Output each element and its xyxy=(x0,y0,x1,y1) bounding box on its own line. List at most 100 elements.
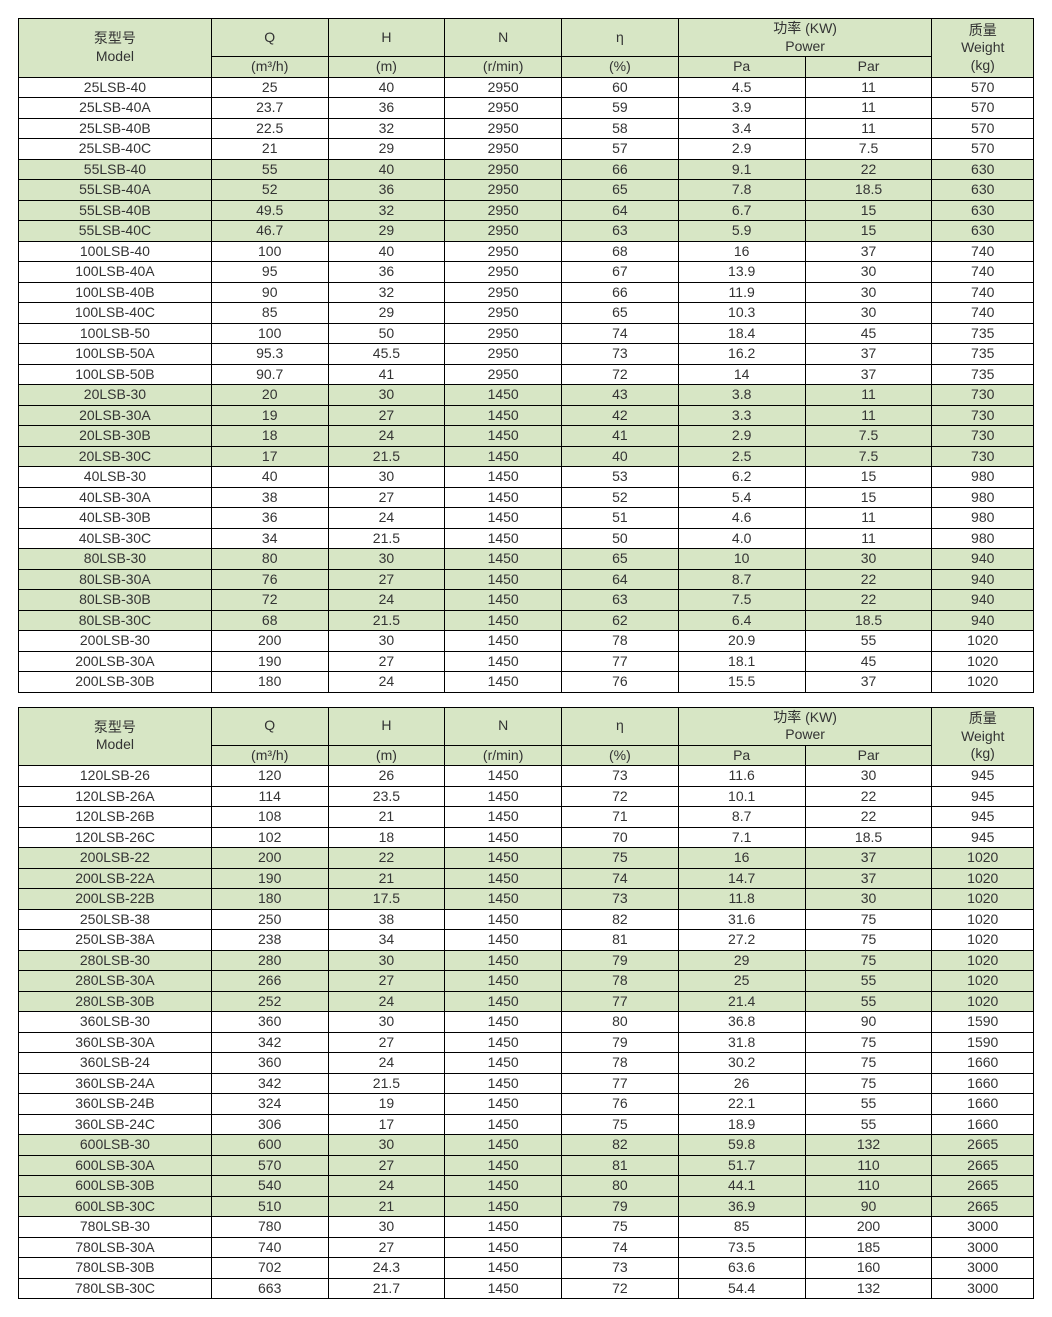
table-row: 25LSB-40C21292950572.97.5570 xyxy=(19,139,1034,160)
cell: 73 xyxy=(562,889,679,910)
cell: 1450 xyxy=(445,446,562,467)
cell: 72 xyxy=(562,1278,679,1299)
hdr-model-cn: 泵型号 xyxy=(94,30,136,46)
cell: 40LSB-30B xyxy=(19,508,212,529)
cell: 120LSB-26B xyxy=(19,807,212,828)
cell: 63 xyxy=(562,590,679,611)
cell: 30 xyxy=(805,262,932,283)
cell: 735 xyxy=(932,344,1034,365)
cell: 7.1 xyxy=(678,827,805,848)
cell: 37 xyxy=(805,868,932,889)
cell: 200LSB-22B xyxy=(19,889,212,910)
cell: 52 xyxy=(562,487,679,508)
cell: 73 xyxy=(562,344,679,365)
table-row: 25LSB-40A23.7362950593.911570 xyxy=(19,98,1034,119)
cell: 1450 xyxy=(445,467,562,488)
table-row: 100LSB-50A95.345.529507316.237735 xyxy=(19,344,1034,365)
cell: 37 xyxy=(805,848,932,869)
cell: 40LSB-30C xyxy=(19,528,212,549)
table-row: 55LSB-4055402950669.122630 xyxy=(19,159,1034,180)
cell: 740 xyxy=(211,1237,328,1258)
cell: 185 xyxy=(805,1237,932,1258)
cell: 30 xyxy=(328,1012,445,1033)
cell: 250 xyxy=(211,909,328,930)
cell: 11 xyxy=(805,98,932,119)
cell: 17 xyxy=(328,1114,445,1135)
cell: 15 xyxy=(805,467,932,488)
cell: 21.5 xyxy=(328,610,445,631)
table-row: 120LSB-26A11423.514507210.122945 xyxy=(19,786,1034,807)
cell: 16 xyxy=(678,241,805,262)
cell: 10.1 xyxy=(678,786,805,807)
cell: 80 xyxy=(562,1176,679,1197)
cell: 200LSB-30B xyxy=(19,672,212,693)
col-unit-eta: (%) xyxy=(562,745,679,766)
cell: 27.2 xyxy=(678,930,805,951)
pump-spec-table: 泵型号 Model Q H N η 功率 (KW) Power 质量 Weigh… xyxy=(18,18,1034,693)
cell: 17.5 xyxy=(328,889,445,910)
cell: 20 xyxy=(211,385,328,406)
table-row: 20LSB-30C1721.51450402.57.5730 xyxy=(19,446,1034,467)
cell: 20LSB-30A xyxy=(19,405,212,426)
cell: 1450 xyxy=(445,1135,562,1156)
cell: 1020 xyxy=(932,651,1034,672)
cell: 945 xyxy=(932,827,1034,848)
cell: 37 xyxy=(805,241,932,262)
cell: 238 xyxy=(211,930,328,951)
cell: 40 xyxy=(328,159,445,180)
table-row: 80LSB-3080301450651030940 xyxy=(19,549,1034,570)
cell: 63.6 xyxy=(678,1258,805,1279)
cell: 55LSB-40B xyxy=(19,200,212,221)
cell: 15 xyxy=(805,200,932,221)
cell: 22 xyxy=(805,590,932,611)
cell: 75 xyxy=(562,1114,679,1135)
cell: 45 xyxy=(805,323,932,344)
table-row: 25LSB-40B22.5322950583.411570 xyxy=(19,118,1034,139)
cell: 82 xyxy=(562,1135,679,1156)
cell: 31.6 xyxy=(678,909,805,930)
cell: 1450 xyxy=(445,848,562,869)
cell: 22.1 xyxy=(678,1094,805,1115)
cell: 1450 xyxy=(445,426,562,447)
table-row: 100LSB-40C852929506510.330740 xyxy=(19,303,1034,324)
table-row: 100LSB-501005029507418.445735 xyxy=(19,323,1034,344)
cell: 2665 xyxy=(932,1135,1034,1156)
cell: 1450 xyxy=(445,909,562,930)
cell: 570 xyxy=(932,139,1034,160)
cell: 3000 xyxy=(932,1278,1034,1299)
table-row: 55LSB-40C46.7292950635.915630 xyxy=(19,221,1034,242)
cell: 2950 xyxy=(445,364,562,385)
cell: 79 xyxy=(562,950,679,971)
cell: 11.9 xyxy=(678,282,805,303)
cell: 31.8 xyxy=(678,1032,805,1053)
cell: 52 xyxy=(211,180,328,201)
cell: 85 xyxy=(678,1217,805,1238)
cell: 36 xyxy=(328,180,445,201)
cell: 3000 xyxy=(932,1258,1034,1279)
table-row: 100LSB-50B90.7412950721437735 xyxy=(19,364,1034,385)
cell: 66 xyxy=(562,159,679,180)
cell: 24 xyxy=(328,1176,445,1197)
cell: 1450 xyxy=(445,405,562,426)
cell: 8.7 xyxy=(678,569,805,590)
cell: 735 xyxy=(932,323,1034,344)
cell: 2950 xyxy=(445,303,562,324)
table-row: 600LSB-30C5102114507936.9902665 xyxy=(19,1196,1034,1217)
cell: 76 xyxy=(562,1094,679,1115)
cell: 40 xyxy=(328,77,445,98)
cell: 940 xyxy=(932,610,1034,631)
cell: 30 xyxy=(805,282,932,303)
cell: 1450 xyxy=(445,1217,562,1238)
cell: 41 xyxy=(328,364,445,385)
cell: 360LSB-24C xyxy=(19,1114,212,1135)
cell: 24 xyxy=(328,590,445,611)
cell: 95.3 xyxy=(211,344,328,365)
cell: 2950 xyxy=(445,262,562,283)
cell: 40 xyxy=(562,446,679,467)
cell: 24 xyxy=(328,991,445,1012)
col-unit-n: (r/min) xyxy=(445,57,562,78)
cell: 80 xyxy=(211,549,328,570)
cell: 1450 xyxy=(445,672,562,693)
cell: 250LSB-38 xyxy=(19,909,212,930)
cell: 10 xyxy=(678,549,805,570)
